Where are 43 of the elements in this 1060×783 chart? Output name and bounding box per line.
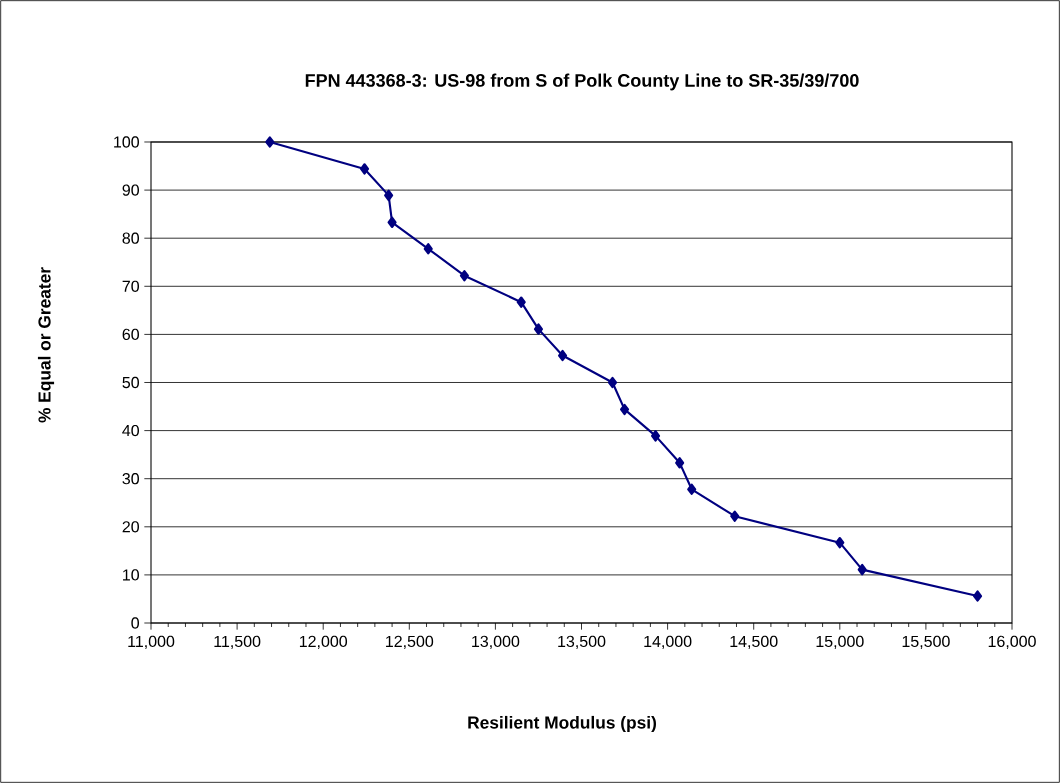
point [533, 323, 544, 335]
x-tick-label: 16,000 [988, 635, 1036, 649]
point [650, 430, 661, 442]
point [423, 243, 433, 255]
point [857, 563, 867, 576]
point [687, 483, 697, 496]
y-tick-label: 10 [123, 569, 140, 581]
x-tick-label: 12,000 [299, 635, 348, 649]
x-tick-label: 13,000 [472, 635, 520, 649]
y-tick-label: 70 [122, 280, 140, 292]
y-tick-label: 90 [122, 184, 140, 196]
y-tick-label: 40 [122, 424, 140, 437]
x-tick-label: 15,500 [902, 635, 950, 649]
point [607, 376, 618, 389]
point [972, 590, 983, 602]
point [384, 189, 394, 202]
x-tick-label: 11,500 [214, 635, 261, 649]
y-tick-label: 60 [122, 328, 140, 341]
y-tick-label: 50 [122, 376, 140, 389]
y-tick-label: 80 [122, 232, 140, 244]
x-tick-label: 15,000 [816, 635, 864, 649]
point [835, 536, 845, 549]
point [359, 163, 370, 175]
x-tick-label: 14,000 [644, 635, 692, 649]
x-tick-label: 12,500 [386, 635, 434, 649]
point [516, 296, 526, 308]
point [730, 510, 740, 522]
y-tick-label: 0 [131, 617, 140, 629]
y-axis-title: % Equal or Greater [37, 267, 55, 423]
x-axis-title: Resilient Modulus (psi) [468, 715, 656, 733]
point [387, 216, 397, 229]
y-tick-label: 20 [122, 521, 140, 533]
y-tick-label: 100 [114, 136, 139, 148]
point [675, 457, 685, 469]
point [619, 403, 630, 416]
x-tick-label: 11,000 [128, 635, 175, 649]
point [459, 269, 469, 282]
y-tick-label: 30 [122, 473, 140, 485]
point [557, 349, 568, 362]
x-tick-label: 13,500 [558, 635, 606, 649]
x-tick-label: 14,500 [730, 635, 778, 649]
chart-title: FPN 443368-3: US-98 from S of Polk County Line to SR-35/39/700 [305, 73, 859, 91]
point [265, 136, 275, 148]
